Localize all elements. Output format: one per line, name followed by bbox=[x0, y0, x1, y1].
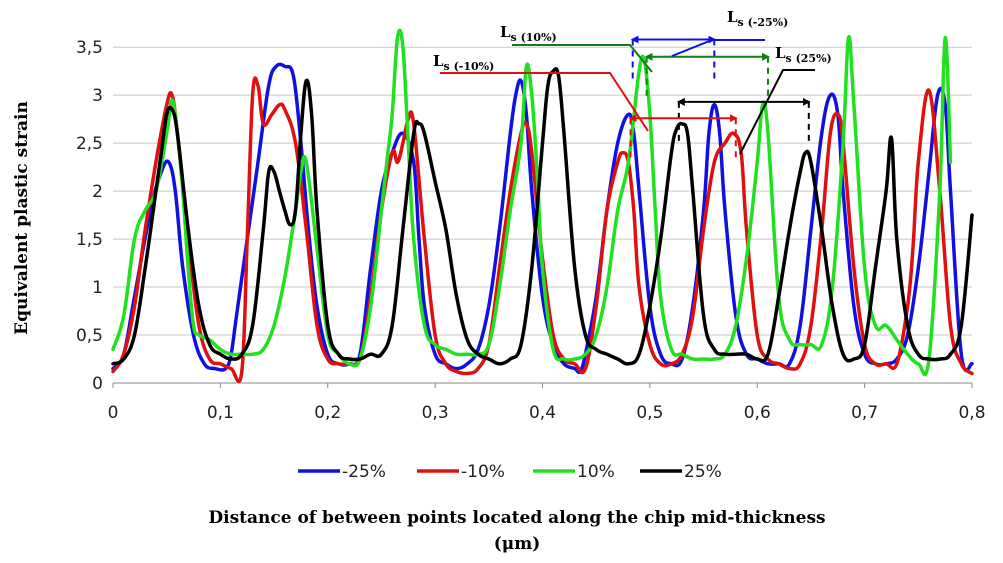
legend-label: -10% bbox=[461, 462, 505, 482]
x-tick-label: 0,4 bbox=[529, 403, 556, 423]
y-tick-label: 3 bbox=[92, 86, 103, 106]
series-line--10% bbox=[111, 76, 974, 383]
x-tick-label: 0,1 bbox=[207, 403, 234, 423]
legend: -25% -10% 10% 25% bbox=[298, 462, 722, 482]
annotation-leader bbox=[512, 44, 653, 73]
y-tick-label: 1 bbox=[92, 278, 103, 298]
series-lines bbox=[111, 28, 974, 383]
y-tick-label: 0,5 bbox=[76, 326, 103, 346]
y-tick-label: 3,5 bbox=[76, 38, 103, 58]
x-tick-label: 0,3 bbox=[422, 403, 449, 423]
y-tick-label: 0 bbox=[92, 374, 103, 394]
annotation-leader bbox=[739, 69, 815, 155]
x-tick-label: 0,2 bbox=[314, 403, 341, 423]
annotation-leader bbox=[440, 72, 649, 132]
legend-label: 25% bbox=[684, 462, 722, 482]
y-tick-labels: 0 0,5 1 1,5 2 2,5 3 3,5 bbox=[76, 38, 103, 394]
x-tick-label: 0,6 bbox=[744, 403, 771, 423]
y-axis-label: Equivalent plastic strain bbox=[12, 101, 32, 335]
legend-label: -25% bbox=[342, 462, 386, 482]
grid-lines bbox=[112, 46, 973, 388]
x-axis-label-line2: (μm) bbox=[494, 534, 541, 554]
annotation-label: Ls (25%) bbox=[775, 44, 832, 65]
annotation-label: Ls (10%) bbox=[500, 23, 557, 44]
series-line-10% bbox=[111, 28, 953, 377]
annotation-label: Ls (-10%) bbox=[433, 52, 494, 73]
y-tick-label: 1,5 bbox=[76, 230, 103, 250]
x-tick-label: 0,5 bbox=[636, 403, 663, 423]
annotation-label: Ls (-25%) bbox=[727, 8, 788, 29]
x-tick-label: 0,7 bbox=[851, 403, 878, 423]
legend-label: 10% bbox=[577, 462, 615, 482]
x-tick-labels: 0 0,1 0,2 0,3 0,4 0,5 0,6 0,7 0,8 bbox=[108, 403, 986, 423]
x-tick-label: 0 bbox=[108, 403, 119, 423]
x-tick-label: 0,8 bbox=[958, 403, 985, 423]
y-tick-label: 2 bbox=[92, 182, 103, 202]
annotation-leader bbox=[671, 39, 765, 57]
series-line-25% bbox=[111, 66, 974, 366]
annotations: Ls (-25%) Ls (10%) Ls (25%) Ls (-10%) bbox=[433, 8, 832, 159]
y-tick-label: 2,5 bbox=[76, 134, 103, 154]
x-axis-label-line1: Distance of between points located along… bbox=[208, 508, 825, 528]
